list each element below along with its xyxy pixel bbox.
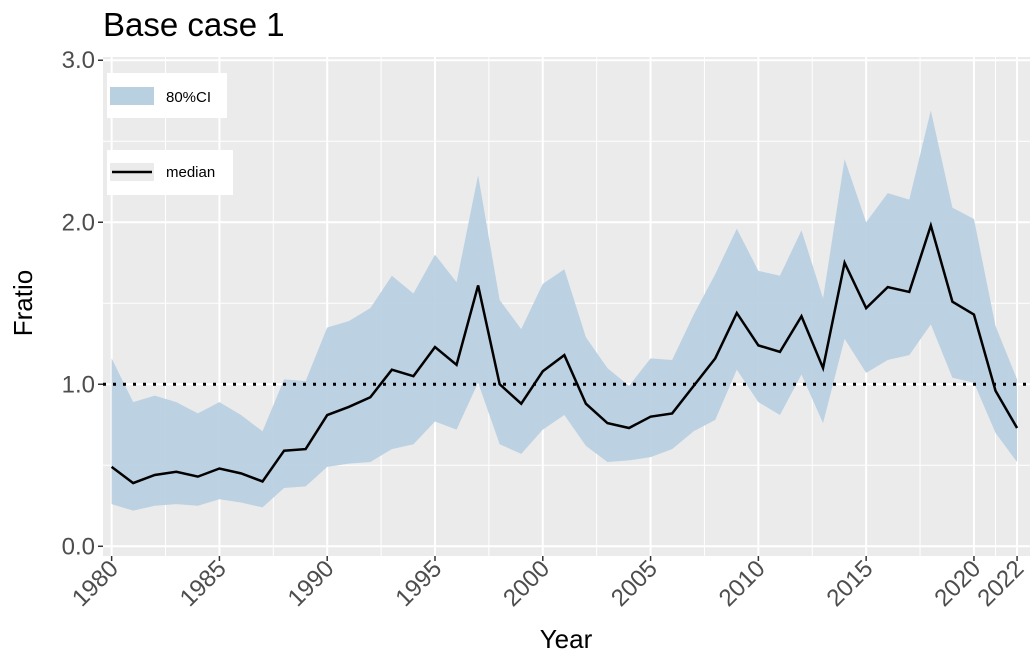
x-tick-label: 1995	[390, 555, 447, 612]
x-tick-label: 2022	[972, 555, 1029, 612]
x-tick-label: 2015	[822, 555, 879, 612]
legend-label: 80%CI	[166, 89, 211, 106]
x-tick-label: 2000	[498, 555, 555, 612]
y-tick-label: 2.0	[62, 209, 95, 236]
x-tick-label: 2020	[929, 555, 986, 612]
legend-key	[110, 87, 154, 105]
median-line	[110, 221, 1019, 485]
y-tick-label: 1.0	[62, 371, 95, 398]
x-tick-label: 1985	[175, 555, 232, 612]
legend-label: median	[166, 164, 215, 181]
y-tick-label: 0.0	[62, 533, 95, 560]
x-tick-label: 2010	[714, 555, 771, 612]
y-tick-label: 3.0	[62, 47, 95, 74]
x-tick-label: 2005	[606, 555, 663, 612]
x-tick-label: 1990	[283, 555, 340, 612]
y-axis-label: Fratio	[8, 270, 38, 336]
x-tick-label: 1980	[67, 555, 124, 612]
chart-title: Base case 1	[103, 6, 285, 43]
x-axis-label: Year	[540, 624, 593, 654]
